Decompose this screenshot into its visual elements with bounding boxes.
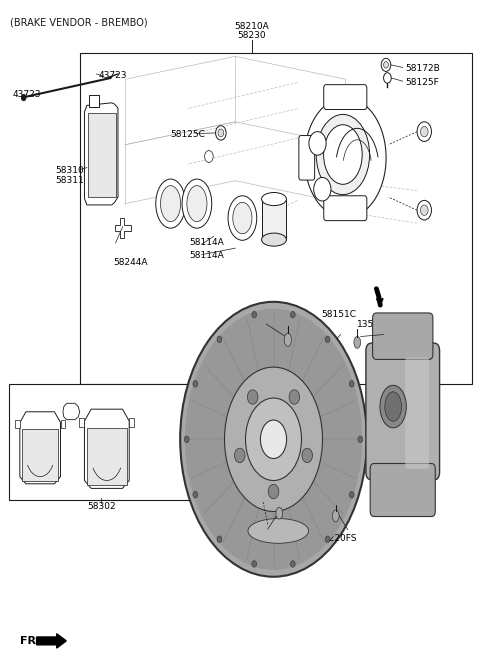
Circle shape bbox=[309, 132, 326, 155]
Text: 58125F: 58125F bbox=[405, 78, 439, 87]
Ellipse shape bbox=[187, 186, 207, 222]
Polygon shape bbox=[20, 412, 60, 483]
Ellipse shape bbox=[156, 179, 185, 228]
Text: 58310A: 58310A bbox=[56, 167, 91, 175]
Polygon shape bbox=[84, 103, 118, 205]
Ellipse shape bbox=[193, 491, 198, 498]
Ellipse shape bbox=[289, 390, 300, 404]
Ellipse shape bbox=[235, 448, 245, 462]
Ellipse shape bbox=[385, 392, 402, 421]
FancyBboxPatch shape bbox=[366, 343, 440, 480]
Text: 58244A: 58244A bbox=[113, 258, 148, 267]
Ellipse shape bbox=[252, 561, 257, 567]
Ellipse shape bbox=[332, 510, 339, 522]
Ellipse shape bbox=[349, 491, 354, 498]
Ellipse shape bbox=[349, 380, 354, 387]
Ellipse shape bbox=[252, 312, 257, 318]
Bar bbox=[22, 428, 58, 481]
Ellipse shape bbox=[228, 195, 257, 240]
Ellipse shape bbox=[325, 336, 330, 342]
FancyBboxPatch shape bbox=[324, 195, 367, 220]
Text: 58172B: 58172B bbox=[405, 64, 440, 73]
Ellipse shape bbox=[247, 390, 258, 404]
Circle shape bbox=[21, 94, 26, 101]
Text: 58411B: 58411B bbox=[235, 320, 270, 329]
Ellipse shape bbox=[245, 398, 301, 481]
Ellipse shape bbox=[193, 380, 198, 387]
Ellipse shape bbox=[354, 337, 360, 348]
Text: 1067AM: 1067AM bbox=[248, 534, 285, 543]
Ellipse shape bbox=[160, 186, 180, 222]
Ellipse shape bbox=[217, 336, 222, 342]
FancyBboxPatch shape bbox=[299, 136, 315, 180]
Ellipse shape bbox=[233, 202, 252, 234]
Bar bbox=[15, 420, 20, 428]
Ellipse shape bbox=[262, 192, 287, 205]
Bar bbox=[80, 53, 472, 384]
Ellipse shape bbox=[316, 114, 370, 195]
Text: 58125C: 58125C bbox=[170, 131, 205, 139]
Ellipse shape bbox=[184, 436, 189, 443]
Bar bbox=[87, 428, 127, 485]
Bar bbox=[60, 420, 65, 428]
Ellipse shape bbox=[261, 420, 287, 459]
Circle shape bbox=[417, 122, 432, 142]
Ellipse shape bbox=[290, 312, 295, 318]
FancyArrow shape bbox=[36, 634, 66, 648]
Circle shape bbox=[216, 126, 226, 140]
Text: 58114A: 58114A bbox=[190, 251, 225, 260]
Ellipse shape bbox=[324, 125, 362, 184]
Ellipse shape bbox=[225, 367, 323, 512]
Circle shape bbox=[417, 200, 432, 220]
Bar bbox=[262, 199, 287, 239]
Circle shape bbox=[204, 151, 213, 163]
Ellipse shape bbox=[268, 484, 279, 499]
Text: 58311: 58311 bbox=[56, 176, 84, 185]
Text: (BRAKE VENDOR - BREMBO): (BRAKE VENDOR - BREMBO) bbox=[10, 17, 148, 27]
Text: 58210A: 58210A bbox=[235, 22, 269, 31]
Ellipse shape bbox=[380, 385, 406, 428]
FancyBboxPatch shape bbox=[370, 464, 435, 516]
Ellipse shape bbox=[185, 309, 362, 570]
Ellipse shape bbox=[180, 302, 367, 577]
Circle shape bbox=[381, 58, 391, 72]
Ellipse shape bbox=[248, 518, 309, 543]
Text: 58230: 58230 bbox=[238, 31, 266, 40]
Text: 43723: 43723 bbox=[99, 71, 127, 80]
Text: FR.: FR. bbox=[20, 636, 40, 646]
Text: 58302: 58302 bbox=[87, 502, 116, 510]
Ellipse shape bbox=[182, 179, 212, 228]
Bar bbox=[129, 418, 134, 426]
Ellipse shape bbox=[325, 536, 330, 543]
Ellipse shape bbox=[262, 233, 287, 246]
Text: 1351JD: 1351JD bbox=[357, 320, 390, 329]
Circle shape bbox=[218, 129, 224, 137]
Ellipse shape bbox=[358, 436, 363, 443]
Bar bbox=[89, 95, 99, 107]
FancyBboxPatch shape bbox=[405, 358, 429, 469]
Bar bbox=[79, 418, 84, 426]
Bar bbox=[9, 384, 199, 499]
Circle shape bbox=[420, 127, 428, 137]
Circle shape bbox=[314, 177, 331, 201]
Polygon shape bbox=[63, 403, 80, 420]
Ellipse shape bbox=[276, 507, 283, 519]
Ellipse shape bbox=[217, 536, 222, 543]
FancyBboxPatch shape bbox=[324, 85, 367, 110]
Text: 1220FS: 1220FS bbox=[324, 534, 357, 543]
Ellipse shape bbox=[284, 333, 291, 346]
Polygon shape bbox=[88, 113, 116, 197]
Text: 58151C: 58151C bbox=[322, 310, 356, 319]
Ellipse shape bbox=[290, 561, 295, 567]
Circle shape bbox=[384, 62, 388, 68]
Text: 58114A: 58114A bbox=[190, 238, 225, 247]
Circle shape bbox=[384, 73, 391, 83]
Polygon shape bbox=[115, 218, 131, 237]
Polygon shape bbox=[84, 409, 129, 488]
FancyBboxPatch shape bbox=[372, 313, 433, 359]
Ellipse shape bbox=[302, 448, 312, 462]
Ellipse shape bbox=[304, 98, 386, 218]
Circle shape bbox=[420, 205, 428, 215]
Text: 43723: 43723 bbox=[12, 90, 41, 99]
